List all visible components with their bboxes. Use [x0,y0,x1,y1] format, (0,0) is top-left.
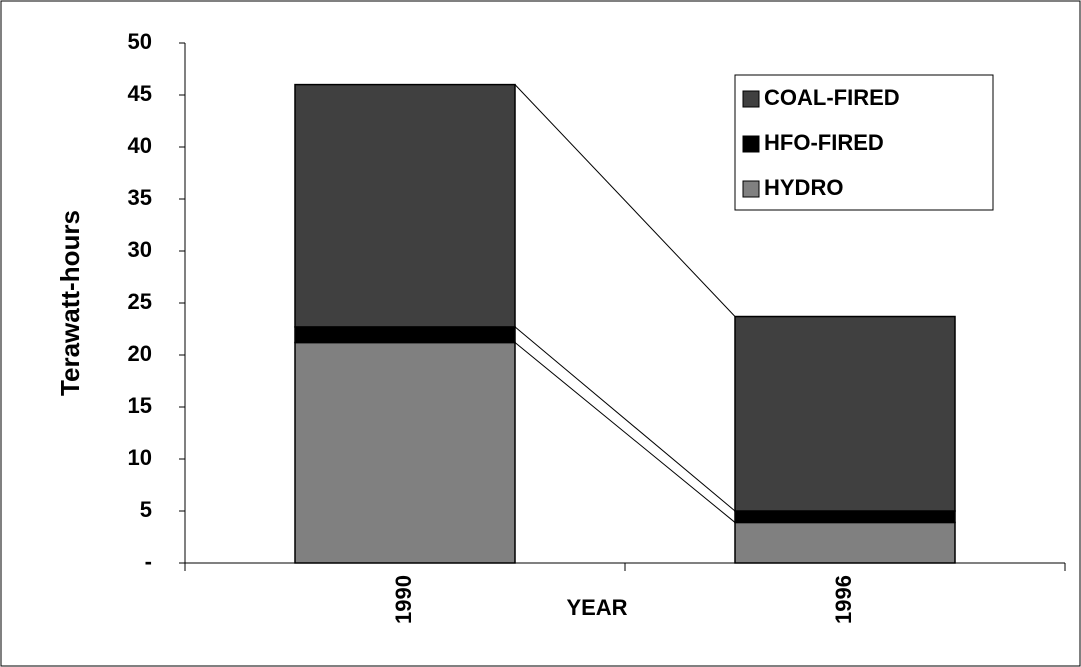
bar-segment [294,83,516,328]
legend-label: HFO-FIRED [764,130,884,155]
legend-box [734,74,994,211]
series-line [514,84,736,317]
y-tick-label: 50 [128,29,152,54]
series-line [514,326,736,512]
y-tick-label: 5 [140,497,152,522]
bar-segment [734,315,956,512]
y-tick-label: - [145,549,152,574]
legend-label: COAL-FIRED [764,85,900,110]
bar-segment [734,510,956,524]
series-line [514,342,736,523]
legend-swatch [742,90,760,108]
legend-swatch [742,180,760,198]
y-tick-label: 40 [128,133,152,158]
bar-segment [294,341,516,564]
bar-segment [294,326,516,344]
y-tick-label: 15 [128,393,152,418]
legend-label: HYDRO [764,175,843,200]
y-tick-label: 20 [128,341,152,366]
y-axis-label: Terawatt-hours [55,210,85,396]
y-tick-label: 35 [128,185,152,210]
y-tick-label: 10 [128,445,152,470]
x-tick-label: 1996 [831,575,856,624]
bar-segment [734,521,956,564]
legend-swatch [742,135,760,153]
y-tick-label: 45 [128,81,152,106]
y-tick-label: 30 [128,237,152,262]
y-tick-label: 25 [128,289,152,314]
x-axis-label: YEAR [566,595,627,620]
x-tick-label: 1990 [391,575,416,624]
